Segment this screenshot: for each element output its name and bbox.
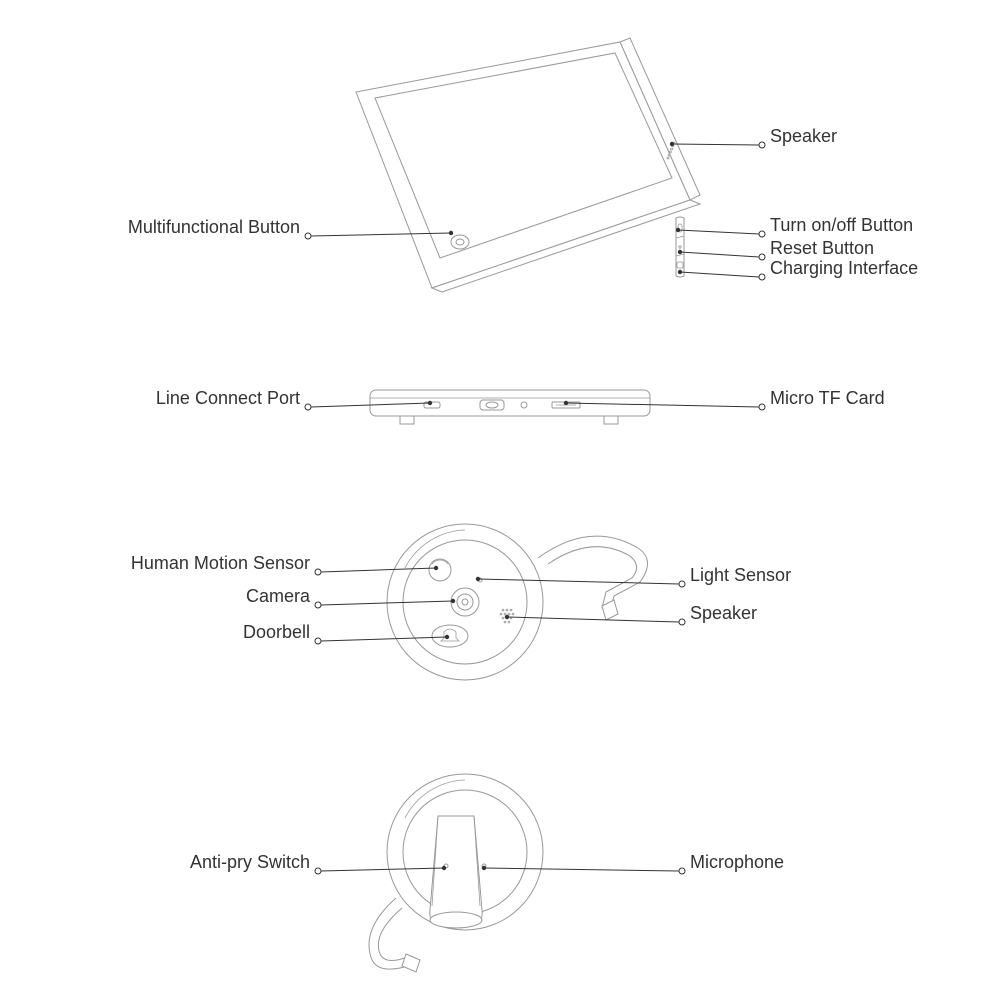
label-pir: Human Motion Sensor [131, 553, 310, 574]
monitor-bottom-edge [370, 390, 650, 424]
label-microphone: Microphone [690, 852, 784, 873]
label-reset: Reset Button [770, 238, 874, 259]
label-line-connect: Line Connect Port [156, 388, 300, 409]
label-doorbell: Doorbell [243, 622, 310, 643]
label-speaker: Speaker [770, 126, 837, 147]
diagram-canvas [0, 0, 1000, 1000]
label-light-sensor: Light Sensor [690, 565, 791, 586]
monitor-perspective [356, 38, 700, 292]
label-charging: Charging Interface [770, 258, 918, 279]
label-anti-pry: Anti-pry Switch [190, 852, 310, 873]
label-tf-card: Micro TF Card [770, 388, 885, 409]
label-camera: Camera [246, 586, 310, 607]
label-multifunctional: Multifunctional Button [128, 217, 300, 238]
label-turn-on-off: Turn on/off Button [770, 215, 913, 236]
camera-rear [369, 774, 543, 972]
label-speaker2: Speaker [690, 603, 757, 624]
